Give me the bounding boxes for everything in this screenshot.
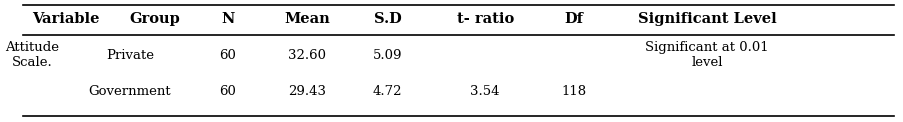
Text: 3.54: 3.54 <box>470 86 499 98</box>
Text: 29.43: 29.43 <box>288 86 326 98</box>
Text: 118: 118 <box>561 86 586 98</box>
Text: Mean: Mean <box>284 12 330 26</box>
Text: Df: Df <box>563 12 582 26</box>
Text: S.D: S.D <box>373 12 401 26</box>
Text: Government: Government <box>88 86 171 98</box>
Text: Significant at 0.01
level: Significant at 0.01 level <box>645 41 768 69</box>
Text: Attitude
Scale.: Attitude Scale. <box>5 41 59 69</box>
Text: 32.60: 32.60 <box>288 49 326 61</box>
Text: Variable: Variable <box>33 12 99 26</box>
Text: 60: 60 <box>219 49 236 61</box>
Text: 60: 60 <box>219 86 236 98</box>
Text: t- ratio: t- ratio <box>456 12 513 26</box>
Text: Private: Private <box>106 49 154 61</box>
Text: 5.09: 5.09 <box>372 49 402 61</box>
Text: N: N <box>220 12 234 26</box>
Text: Group: Group <box>130 12 181 26</box>
Text: Significant Level: Significant Level <box>638 12 776 26</box>
Text: 4.72: 4.72 <box>372 86 402 98</box>
